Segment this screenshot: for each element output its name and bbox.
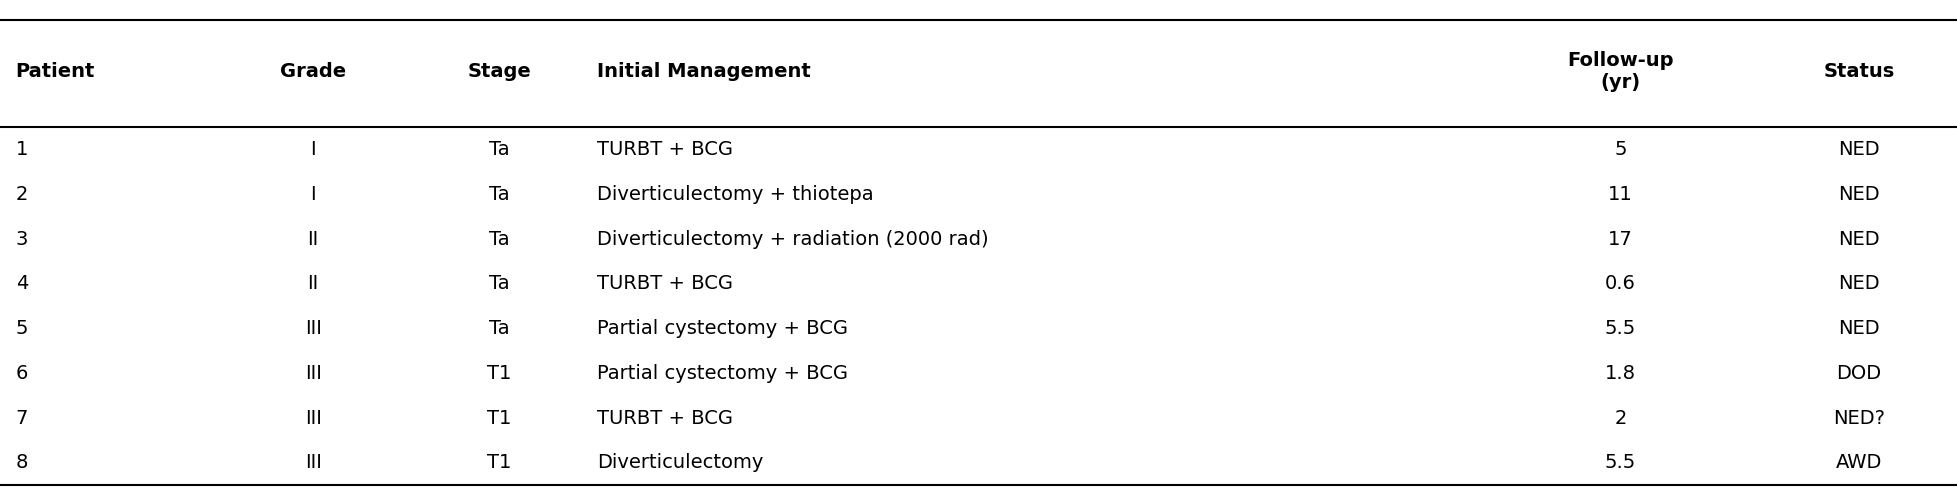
Text: Patient: Patient — [16, 62, 96, 80]
Text: Ta: Ta — [489, 274, 509, 294]
Text: Diverticulectomy + radiation (2000 rad): Diverticulectomy + radiation (2000 rad) — [597, 230, 988, 249]
Text: T1: T1 — [487, 409, 511, 428]
Text: 5: 5 — [1615, 140, 1626, 159]
Text: III: III — [305, 364, 321, 383]
Text: NED: NED — [1838, 140, 1881, 159]
Text: Diverticulectomy + thiotepa: Diverticulectomy + thiotepa — [597, 185, 873, 204]
Text: Ta: Ta — [489, 230, 509, 249]
Text: NED: NED — [1838, 230, 1881, 249]
Text: Follow-up
(yr): Follow-up (yr) — [1568, 50, 1673, 92]
Text: III: III — [305, 453, 321, 472]
Text: 5.5: 5.5 — [1605, 319, 1636, 338]
Text: 1: 1 — [16, 140, 27, 159]
Text: 4: 4 — [16, 274, 27, 294]
Text: Partial cystectomy + BCG: Partial cystectomy + BCG — [597, 319, 847, 338]
Text: 5: 5 — [16, 319, 27, 338]
Text: Diverticulectomy: Diverticulectomy — [597, 453, 763, 472]
Text: Partial cystectomy + BCG: Partial cystectomy + BCG — [597, 364, 847, 383]
Text: Ta: Ta — [489, 140, 509, 159]
Text: T1: T1 — [487, 453, 511, 472]
Text: Ta: Ta — [489, 185, 509, 204]
Text: Ta: Ta — [489, 319, 509, 338]
Text: NED?: NED? — [1834, 409, 1885, 428]
Text: T1: T1 — [487, 364, 511, 383]
Text: I: I — [311, 140, 315, 159]
Text: 2: 2 — [1615, 409, 1626, 428]
Text: 7: 7 — [16, 409, 27, 428]
Text: NED: NED — [1838, 319, 1881, 338]
Text: I: I — [311, 185, 315, 204]
Text: DOD: DOD — [1836, 364, 1883, 383]
Text: TURBT + BCG: TURBT + BCG — [597, 274, 732, 294]
Text: Initial Management: Initial Management — [597, 62, 810, 80]
Text: 8: 8 — [16, 453, 27, 472]
Text: NED: NED — [1838, 274, 1881, 294]
Text: Grade: Grade — [280, 62, 346, 80]
Text: 2: 2 — [16, 185, 27, 204]
Text: 5.5: 5.5 — [1605, 453, 1636, 472]
Text: 3: 3 — [16, 230, 27, 249]
Text: III: III — [305, 409, 321, 428]
Text: II: II — [307, 274, 319, 294]
Text: Status: Status — [1824, 62, 1894, 80]
Text: AWD: AWD — [1836, 453, 1883, 472]
Text: 11: 11 — [1609, 185, 1632, 204]
Text: TURBT + BCG: TURBT + BCG — [597, 409, 732, 428]
Text: 1.8: 1.8 — [1605, 364, 1636, 383]
Text: NED: NED — [1838, 185, 1881, 204]
Text: TURBT + BCG: TURBT + BCG — [597, 140, 732, 159]
Text: 0.6: 0.6 — [1605, 274, 1636, 294]
Text: II: II — [307, 230, 319, 249]
Text: 17: 17 — [1609, 230, 1632, 249]
Text: III: III — [305, 319, 321, 338]
Text: 6: 6 — [16, 364, 27, 383]
Text: Stage: Stage — [468, 62, 530, 80]
